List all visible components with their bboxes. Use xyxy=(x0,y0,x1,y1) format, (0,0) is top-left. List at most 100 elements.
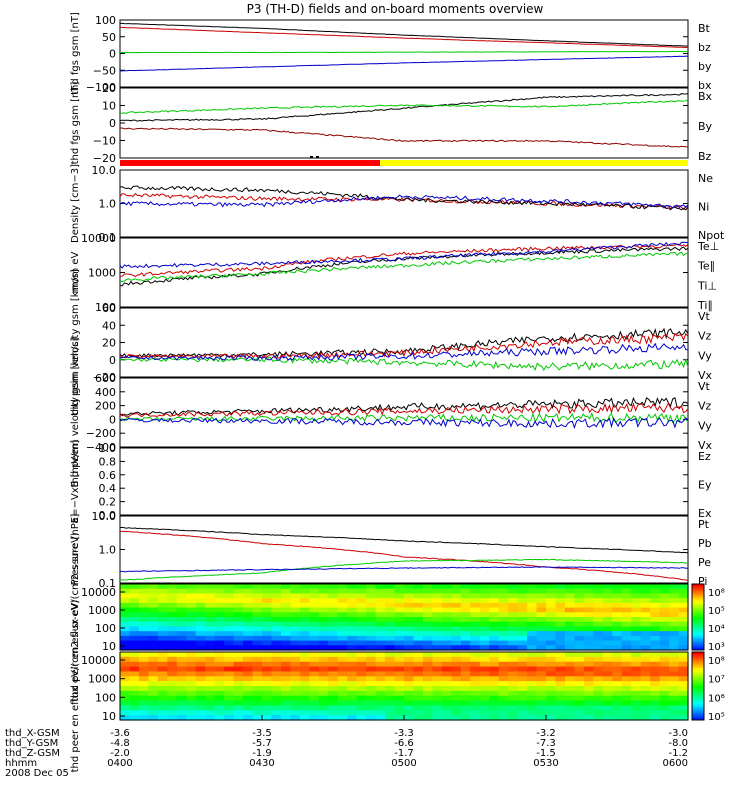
spectrogram-cell xyxy=(479,715,490,721)
spectrogram-cell xyxy=(157,681,168,687)
spectrogram-cell xyxy=(422,593,433,599)
spectrogram-cell xyxy=(508,705,519,711)
spectrogram-cell xyxy=(290,607,301,613)
spectrogram-cell xyxy=(517,584,528,590)
spectrogram-cell xyxy=(669,700,680,707)
spectrogram-cell xyxy=(394,593,405,599)
spectrogram-cell xyxy=(224,661,235,668)
spectrogram-cell xyxy=(233,705,244,711)
spectrogram-cell xyxy=(489,588,500,595)
spectrogram-cell xyxy=(328,612,339,618)
spectrogram-cell xyxy=(262,705,273,711)
spectrogram-cell xyxy=(299,652,310,658)
spectrogram-cell xyxy=(148,640,159,646)
spectrogram-cell xyxy=(356,661,367,668)
y-tick-label: 10000 xyxy=(81,654,116,667)
spectrogram-cell xyxy=(441,666,452,673)
spectrogram-cell xyxy=(337,593,348,599)
spectrogram-cell xyxy=(631,645,642,651)
spectrogram-cell xyxy=(205,635,216,642)
spectrogram-cell xyxy=(280,700,291,707)
spectrogram-cell xyxy=(385,690,396,697)
spectrogram-cell xyxy=(650,593,661,599)
spectrogram-cell xyxy=(432,676,443,682)
spectrogram-cell xyxy=(148,635,159,642)
spectrogram-cell xyxy=(337,598,348,604)
spectrogram-cell xyxy=(470,705,481,711)
axis-row-value: 0530 xyxy=(533,758,558,769)
spectrogram-cell xyxy=(612,612,623,618)
spectrogram-cell xyxy=(517,686,528,692)
spectrogram-cell xyxy=(157,686,168,692)
spectrogram-cell xyxy=(650,612,661,618)
spectrogram-cell xyxy=(508,640,519,646)
spectrogram-cell xyxy=(347,598,358,604)
spectrogram-cell xyxy=(262,617,273,623)
spectrogram-cell xyxy=(195,676,206,682)
spectrogram-cell xyxy=(650,635,661,642)
spectrogram-cell xyxy=(347,626,358,632)
colorbar-segment xyxy=(692,706,704,710)
colorbar-tick-label: 10⁷ xyxy=(708,675,725,686)
spectrogram-cell xyxy=(432,626,443,632)
spectrogram-cell xyxy=(432,705,443,711)
spectrogram-cell xyxy=(328,681,339,687)
spectrogram-cell xyxy=(385,621,396,628)
spectrogram-cell xyxy=(489,617,500,623)
y-tick-label: 100 xyxy=(95,691,116,704)
spectrogram-cell xyxy=(489,686,500,692)
spectrogram-cell xyxy=(129,640,140,646)
spectrogram-cell xyxy=(157,645,168,651)
spectrogram-cell xyxy=(394,671,405,677)
spectrogram-cell xyxy=(536,695,547,702)
spectrogram-cell xyxy=(517,710,528,716)
spectrogram-cell xyxy=(441,588,452,595)
spectrogram-cell xyxy=(337,588,348,595)
spectrogram-cell xyxy=(290,626,301,632)
series-line-Pe xyxy=(119,558,689,581)
spectrogram-cell xyxy=(508,656,519,663)
spectrogram-cell xyxy=(404,612,415,618)
spectrogram-cell xyxy=(148,700,159,707)
spectrogram-cell xyxy=(252,676,263,682)
series-line-Vz xyxy=(119,332,689,359)
spectrogram-cell xyxy=(546,635,557,642)
spectrogram-cell xyxy=(413,652,424,658)
spectrogram-cell xyxy=(536,715,547,721)
spectrogram-cell xyxy=(564,671,575,677)
spectrogram-cell xyxy=(564,695,575,702)
spectrogram-cell xyxy=(337,584,348,590)
spectrogram-cell xyxy=(602,607,613,613)
spectrogram-cell xyxy=(593,607,604,613)
spectrogram-cell xyxy=(451,621,462,628)
spectrogram-cell xyxy=(432,593,443,599)
spectrogram-cell xyxy=(612,607,623,613)
spectrogram-cell xyxy=(527,602,538,609)
spectrogram-cell xyxy=(356,652,367,658)
legend-Vy: Vy xyxy=(698,349,712,362)
spectrogram-cell xyxy=(413,695,424,702)
spectrogram-cell xyxy=(479,656,490,663)
spectrogram-cell xyxy=(262,656,273,663)
y-axis-label: thd peer en eflux eV/(cm2-s-sr-eV) xyxy=(70,600,81,773)
spectrogram-cell xyxy=(129,626,140,632)
spectrogram-cell xyxy=(262,666,273,673)
spectrogram-cell xyxy=(129,621,140,628)
spectrogram-cell xyxy=(356,612,367,618)
y-tick-label: −10 xyxy=(93,135,116,148)
spectrogram-cell xyxy=(517,681,528,687)
spectrogram-cell xyxy=(262,635,273,642)
spectrogram-cell xyxy=(205,621,216,628)
spectrogram-cell xyxy=(214,621,225,628)
spectrogram-cell xyxy=(441,635,452,642)
y-tick-label: −400 xyxy=(86,441,116,454)
spectrogram-cell xyxy=(413,617,424,623)
spectrogram-cell xyxy=(678,695,689,702)
spectrogram-cell xyxy=(441,593,452,599)
y-tick-label: 0.1 xyxy=(99,231,117,244)
spectrogram-cell xyxy=(460,607,471,613)
spectrogram-cell xyxy=(527,621,538,628)
spectrogram-cell xyxy=(299,602,310,609)
spectrogram-cell xyxy=(536,710,547,716)
spectrogram-cell xyxy=(394,607,405,613)
